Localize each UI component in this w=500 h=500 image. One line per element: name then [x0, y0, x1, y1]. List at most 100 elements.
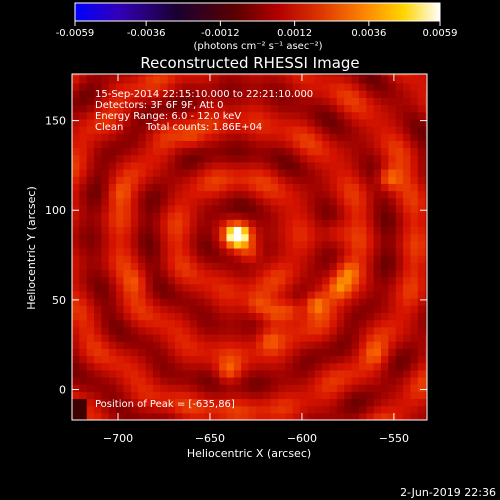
heatmap-cell: [123, 204, 132, 213]
heatmap-cell: [373, 276, 382, 285]
heatmap-cell: [322, 326, 331, 335]
heatmap-cell: [94, 341, 103, 349]
heatmap-cell: [175, 82, 183, 91]
heatmap-cell: [197, 133, 206, 141]
heatmap-cell: [241, 147, 250, 156]
heatmap-cell: [403, 298, 412, 306]
heatmap-cell: [72, 412, 80, 420]
heatmap-cell: [403, 104, 412, 113]
heatmap-cell: [410, 319, 419, 328]
heatmap-cell: [226, 133, 235, 141]
heatmap-cell: [233, 247, 242, 256]
heatmap-cell: [86, 290, 95, 299]
heatmap-cell: [278, 376, 286, 385]
heatmap-cell: [307, 75, 316, 84]
heatmap-cell: [130, 74, 139, 77]
heatmap-cell: [72, 276, 80, 285]
heatmap-cell: [189, 305, 198, 314]
heatmap-cell: [270, 348, 279, 357]
heatmap-cell: [138, 212, 147, 220]
heatmap-cell: [138, 111, 147, 120]
heatmap-cell: [314, 341, 323, 349]
heatmap-cell: [388, 276, 397, 285]
heatmap-cell: [204, 111, 213, 120]
heatmap-cell: [278, 240, 286, 249]
heatmap-cell: [329, 176, 338, 184]
heatmap-cell: [358, 262, 367, 271]
heatmap-cell: [226, 190, 235, 199]
heatmap-cell: [175, 240, 183, 249]
heatmap-cell: [410, 369, 419, 378]
heatmap-cell: [116, 391, 125, 400]
heatmap-cell: [322, 384, 331, 392]
heatmap-cell: [123, 125, 132, 134]
heatmap-cell: [278, 219, 286, 227]
heatmap-cell: [138, 355, 147, 364]
heatmap-cell: [86, 111, 95, 120]
heatmap-cell: [226, 391, 235, 400]
colorbar-tick-label: 0.0036: [351, 28, 386, 39]
heatmap-cell: [322, 226, 331, 235]
heatmap-cell: [425, 176, 427, 184]
heatmap-cell: [336, 204, 345, 213]
heatmap-cell: [160, 348, 169, 357]
heatmap-cell: [403, 82, 412, 91]
heatmap-cell: [204, 140, 213, 149]
heatmap-cell: [314, 319, 323, 328]
heatmap-cell: [145, 298, 154, 306]
heatmap-cell: [403, 247, 412, 256]
heatmap-cell: [425, 75, 427, 84]
heatmap-cell: [395, 90, 404, 98]
heatmap-cell: [182, 348, 191, 357]
heatmap-cell: [344, 219, 353, 227]
heatmap-cell: [403, 154, 412, 163]
heatmap-cell: [101, 255, 110, 263]
heatmap-cell: [358, 147, 367, 156]
heatmap-cell: [292, 376, 301, 385]
heatmap-cell: [373, 283, 382, 292]
heatmap-cell: [189, 97, 198, 106]
heatmap-cell: [410, 240, 419, 249]
heatmap-cell: [425, 111, 427, 120]
heatmap-cell: [366, 269, 375, 278]
heatmap-cell: [248, 298, 257, 306]
heatmap-cell: [278, 74, 286, 77]
heatmap-cell: [79, 190, 88, 199]
heatmap-cell: [72, 197, 80, 206]
heatmap-cell: [322, 204, 331, 213]
heatmap-cell: [108, 125, 117, 134]
heatmap-cell: [138, 290, 147, 299]
heatmap-cell: [130, 376, 139, 385]
heatmap-cell: [116, 190, 125, 199]
heatmap-cell: [123, 247, 132, 256]
heatmap-cell: [72, 118, 80, 127]
heatmap-cell: [417, 405, 426, 414]
heatmap-cell: [160, 412, 169, 420]
heatmap-cell: [182, 276, 191, 285]
heatmap-cell: [285, 355, 294, 364]
heatmap-cell: [94, 183, 103, 192]
heatmap-cell: [167, 169, 176, 177]
heatmap-cell: [86, 104, 95, 113]
heatmap-cell: [72, 233, 80, 242]
heatmap-cell: [381, 190, 389, 199]
heatmap-cell: [101, 233, 110, 242]
heatmap-cell: [373, 190, 382, 199]
heatmap-cell: [145, 305, 154, 314]
heatmap-cell: [130, 384, 139, 392]
heatmap-cell: [152, 90, 161, 98]
heatmap-cell: [86, 319, 95, 328]
heatmap-cell: [263, 305, 272, 314]
heatmap-cell: [300, 75, 309, 84]
heatmap-cell: [72, 391, 80, 400]
heatmap-cell: [189, 133, 198, 141]
heatmap-cell: [285, 219, 294, 227]
heatmap-cell: [410, 140, 419, 149]
heatmap-cell: [204, 384, 213, 392]
heatmap-cell: [211, 247, 220, 256]
heatmap-cell: [329, 398, 338, 407]
heatmap-cell: [226, 398, 235, 407]
heatmap-cell: [255, 219, 264, 227]
heatmap-cell: [130, 219, 139, 227]
heatmap-cell: [211, 111, 220, 120]
